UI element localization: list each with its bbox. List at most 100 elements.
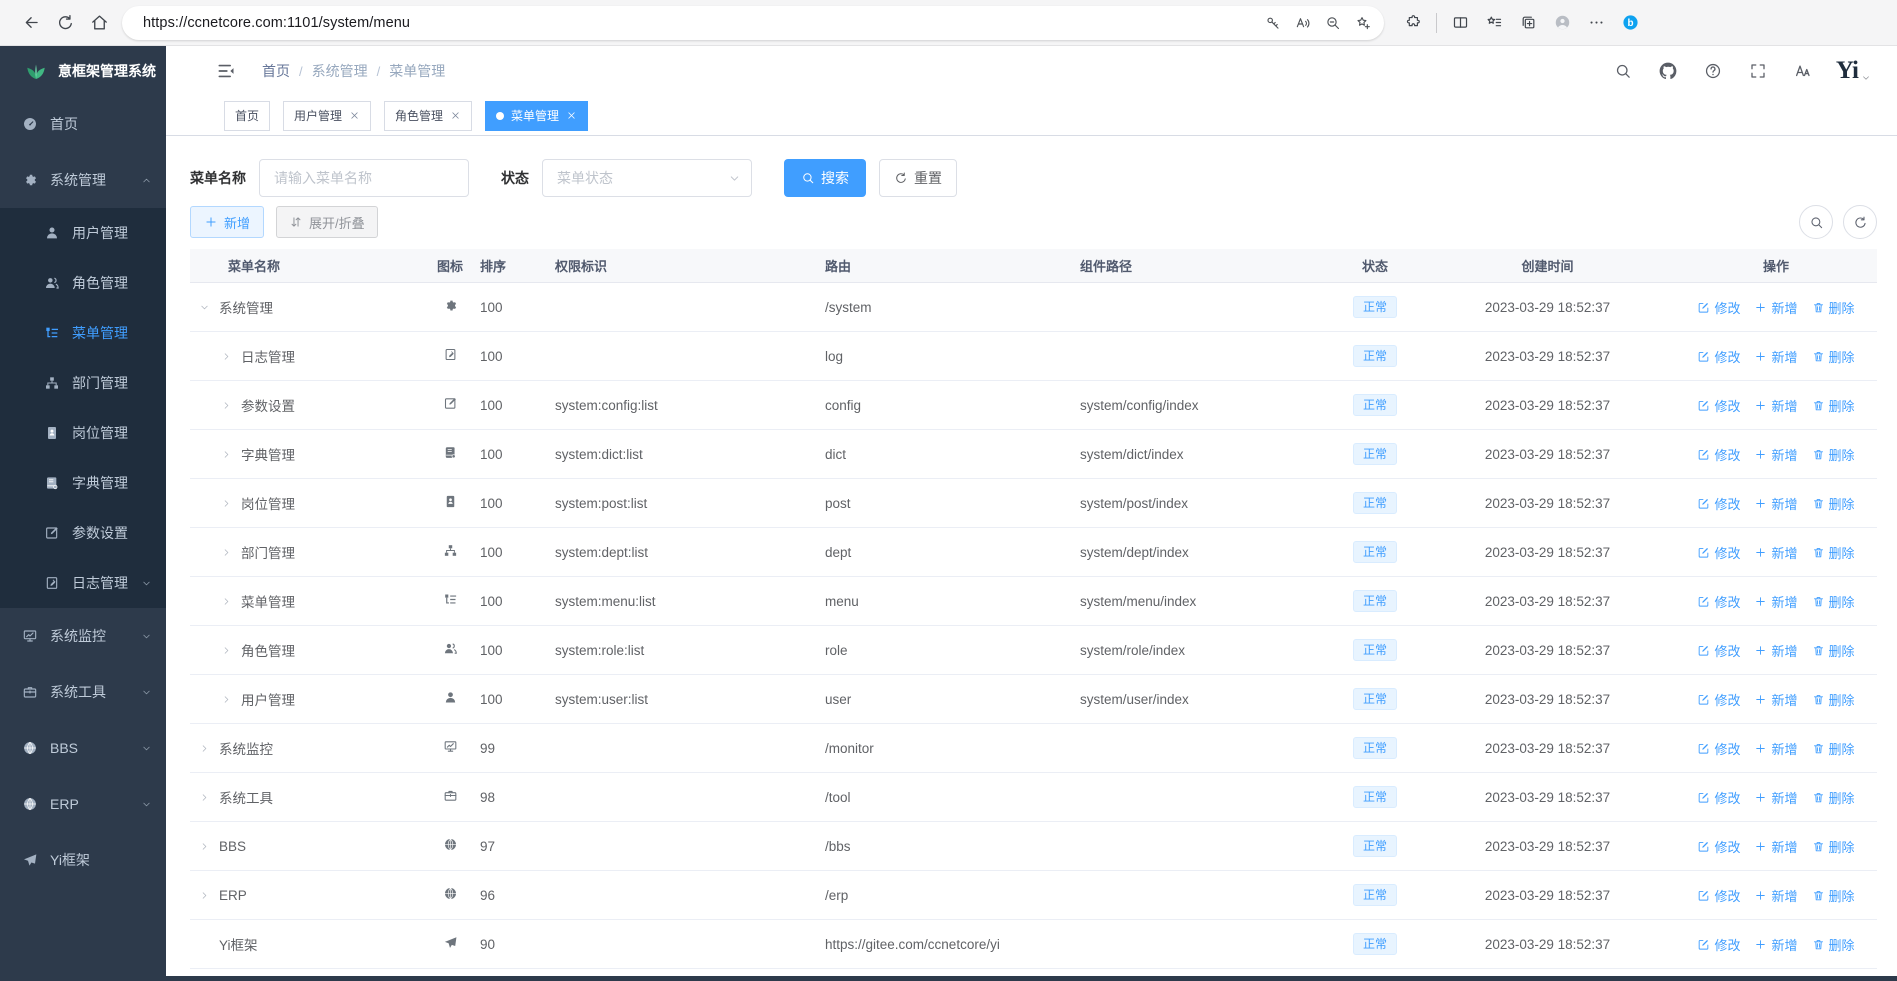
home-button[interactable] [82, 6, 116, 40]
breadcrumb-item-0[interactable]: 首页 [262, 63, 290, 79]
chevron-right-icon[interactable] [218, 351, 234, 362]
chevron-right-icon[interactable] [196, 841, 212, 852]
refresh-table-button[interactable] [1843, 205, 1877, 239]
password-icon[interactable] [1258, 8, 1288, 38]
delete-action[interactable]: 删除 [1812, 543, 1855, 562]
sidebar-item-post-mgmt[interactable]: 岗位管理 [0, 408, 166, 458]
bing-button[interactable]: b [1613, 6, 1647, 40]
sidebar-item-config[interactable]: 参数设置 [0, 508, 166, 558]
add-action[interactable]: 新增 [1754, 837, 1798, 856]
chevron-right-icon[interactable] [218, 449, 234, 460]
collapse-sidebar-icon[interactable] [216, 61, 236, 81]
chevron-right-icon[interactable] [218, 498, 234, 509]
add-button[interactable]: 新增 [190, 206, 265, 238]
tab-menu-mgmt[interactable]: 菜单管理 [485, 100, 589, 131]
edit-action[interactable]: 修改 [1697, 788, 1740, 807]
add-favorite-icon[interactable] [1348, 8, 1378, 38]
profile-button[interactable] [1545, 6, 1579, 40]
edit-action[interactable]: 修改 [1697, 739, 1740, 758]
edit-action[interactable]: 修改 [1697, 886, 1740, 905]
status-select[interactable]: 菜单状态 [542, 159, 752, 197]
sidebar-item-erp[interactable]: ERP [0, 776, 166, 832]
edit-action[interactable]: 修改 [1697, 445, 1740, 464]
delete-action[interactable]: 删除 [1812, 641, 1855, 660]
add-action[interactable]: 新增 [1754, 935, 1798, 954]
menu-name-input[interactable] [259, 159, 469, 197]
delete-action[interactable]: 删除 [1812, 837, 1855, 856]
add-action[interactable]: 新增 [1754, 690, 1798, 709]
expand-collapse-button[interactable]: 展开/折叠 [276, 206, 378, 238]
edit-action[interactable]: 修改 [1697, 494, 1740, 513]
delete-action[interactable]: 删除 [1812, 347, 1855, 366]
chevron-right-icon[interactable] [196, 743, 212, 754]
search-icon[interactable] [1614, 62, 1632, 80]
more-button[interactable] [1579, 6, 1613, 40]
github-icon[interactable] [1659, 62, 1677, 80]
add-action[interactable]: 新增 [1754, 396, 1798, 415]
font-size-icon[interactable] [1794, 62, 1812, 80]
chevron-right-icon[interactable] [218, 694, 234, 705]
add-action[interactable]: 新增 [1754, 494, 1798, 513]
delete-action[interactable]: 删除 [1812, 886, 1855, 905]
search-button[interactable]: 搜索 [784, 159, 866, 197]
edit-action[interactable]: 修改 [1697, 298, 1740, 317]
sidebar-item-user-mgmt[interactable]: 用户管理 [0, 208, 166, 258]
add-action[interactable]: 新增 [1754, 739, 1798, 758]
favorites-button[interactable] [1477, 6, 1511, 40]
delete-action[interactable]: 删除 [1812, 935, 1855, 954]
close-icon[interactable] [450, 110, 461, 121]
tab-role-mgmt[interactable]: 角色管理 [384, 100, 473, 131]
close-icon[interactable] [349, 110, 360, 121]
delete-action[interactable]: 删除 [1812, 298, 1855, 317]
sidebar-item-bbs[interactable]: BBS [0, 720, 166, 776]
edit-action[interactable]: 修改 [1697, 837, 1740, 856]
add-action[interactable]: 新增 [1754, 592, 1798, 611]
add-action[interactable]: 新增 [1754, 641, 1798, 660]
back-button[interactable] [14, 6, 48, 40]
add-action[interactable]: 新增 [1754, 788, 1798, 807]
add-action[interactable]: 新增 [1754, 298, 1798, 317]
read-aloud-icon[interactable] [1288, 8, 1318, 38]
chevron-right-icon[interactable] [218, 547, 234, 558]
sidebar-item-log-mgmt[interactable]: 日志管理 [0, 558, 166, 608]
delete-action[interactable]: 删除 [1812, 788, 1855, 807]
question-icon[interactable] [1704, 62, 1722, 80]
edit-action[interactable]: 修改 [1697, 641, 1740, 660]
yi-brand-logo[interactable]: Yi [1836, 57, 1871, 85]
tab-home[interactable]: 首页 [224, 100, 271, 131]
reset-button[interactable]: 重置 [879, 159, 957, 197]
add-action[interactable]: 新增 [1754, 886, 1798, 905]
chevron-right-icon[interactable] [196, 890, 212, 901]
edit-action[interactable]: 修改 [1697, 543, 1740, 562]
zoom-out-icon[interactable] [1318, 8, 1348, 38]
tab-user-mgmt[interactable]: 用户管理 [283, 100, 372, 131]
add-action[interactable]: 新增 [1754, 445, 1798, 464]
delete-action[interactable]: 删除 [1812, 690, 1855, 709]
close-icon[interactable] [566, 110, 577, 121]
sidebar-item-yi-framework[interactable]: Yi框架 [0, 832, 166, 888]
sidebar-item-dict-mgmt[interactable]: 字典管理 [0, 458, 166, 508]
address-bar[interactable]: https://ccnetcore.com:1101/system/menu [122, 5, 1384, 40]
split-screen-button[interactable] [1443, 6, 1477, 40]
sidebar-item-home[interactable]: 首页 [0, 96, 166, 152]
sidebar-item-tool[interactable]: 系统工具 [0, 664, 166, 720]
sidebar-item-menu-mgmt[interactable]: 菜单管理 [0, 308, 166, 358]
chevron-right-icon[interactable] [218, 596, 234, 607]
sidebar-item-dept-mgmt[interactable]: 部门管理 [0, 358, 166, 408]
edit-action[interactable]: 修改 [1697, 935, 1740, 954]
collections-button[interactable] [1511, 6, 1545, 40]
edit-action[interactable]: 修改 [1697, 592, 1740, 611]
show-search-button[interactable] [1799, 205, 1833, 239]
sidebar-item-monitor[interactable]: 系统监控 [0, 608, 166, 664]
edit-action[interactable]: 修改 [1697, 396, 1740, 415]
add-action[interactable]: 新增 [1754, 543, 1798, 562]
delete-action[interactable]: 删除 [1812, 445, 1855, 464]
delete-action[interactable]: 删除 [1812, 494, 1855, 513]
chevron-right-icon[interactable] [218, 400, 234, 411]
edit-action[interactable]: 修改 [1697, 690, 1740, 709]
edit-action[interactable]: 修改 [1697, 347, 1740, 366]
fullscreen-icon[interactable] [1749, 62, 1767, 80]
chevron-down-icon[interactable] [196, 302, 212, 313]
extensions-button[interactable] [1396, 6, 1430, 40]
chevron-right-icon[interactable] [218, 645, 234, 656]
